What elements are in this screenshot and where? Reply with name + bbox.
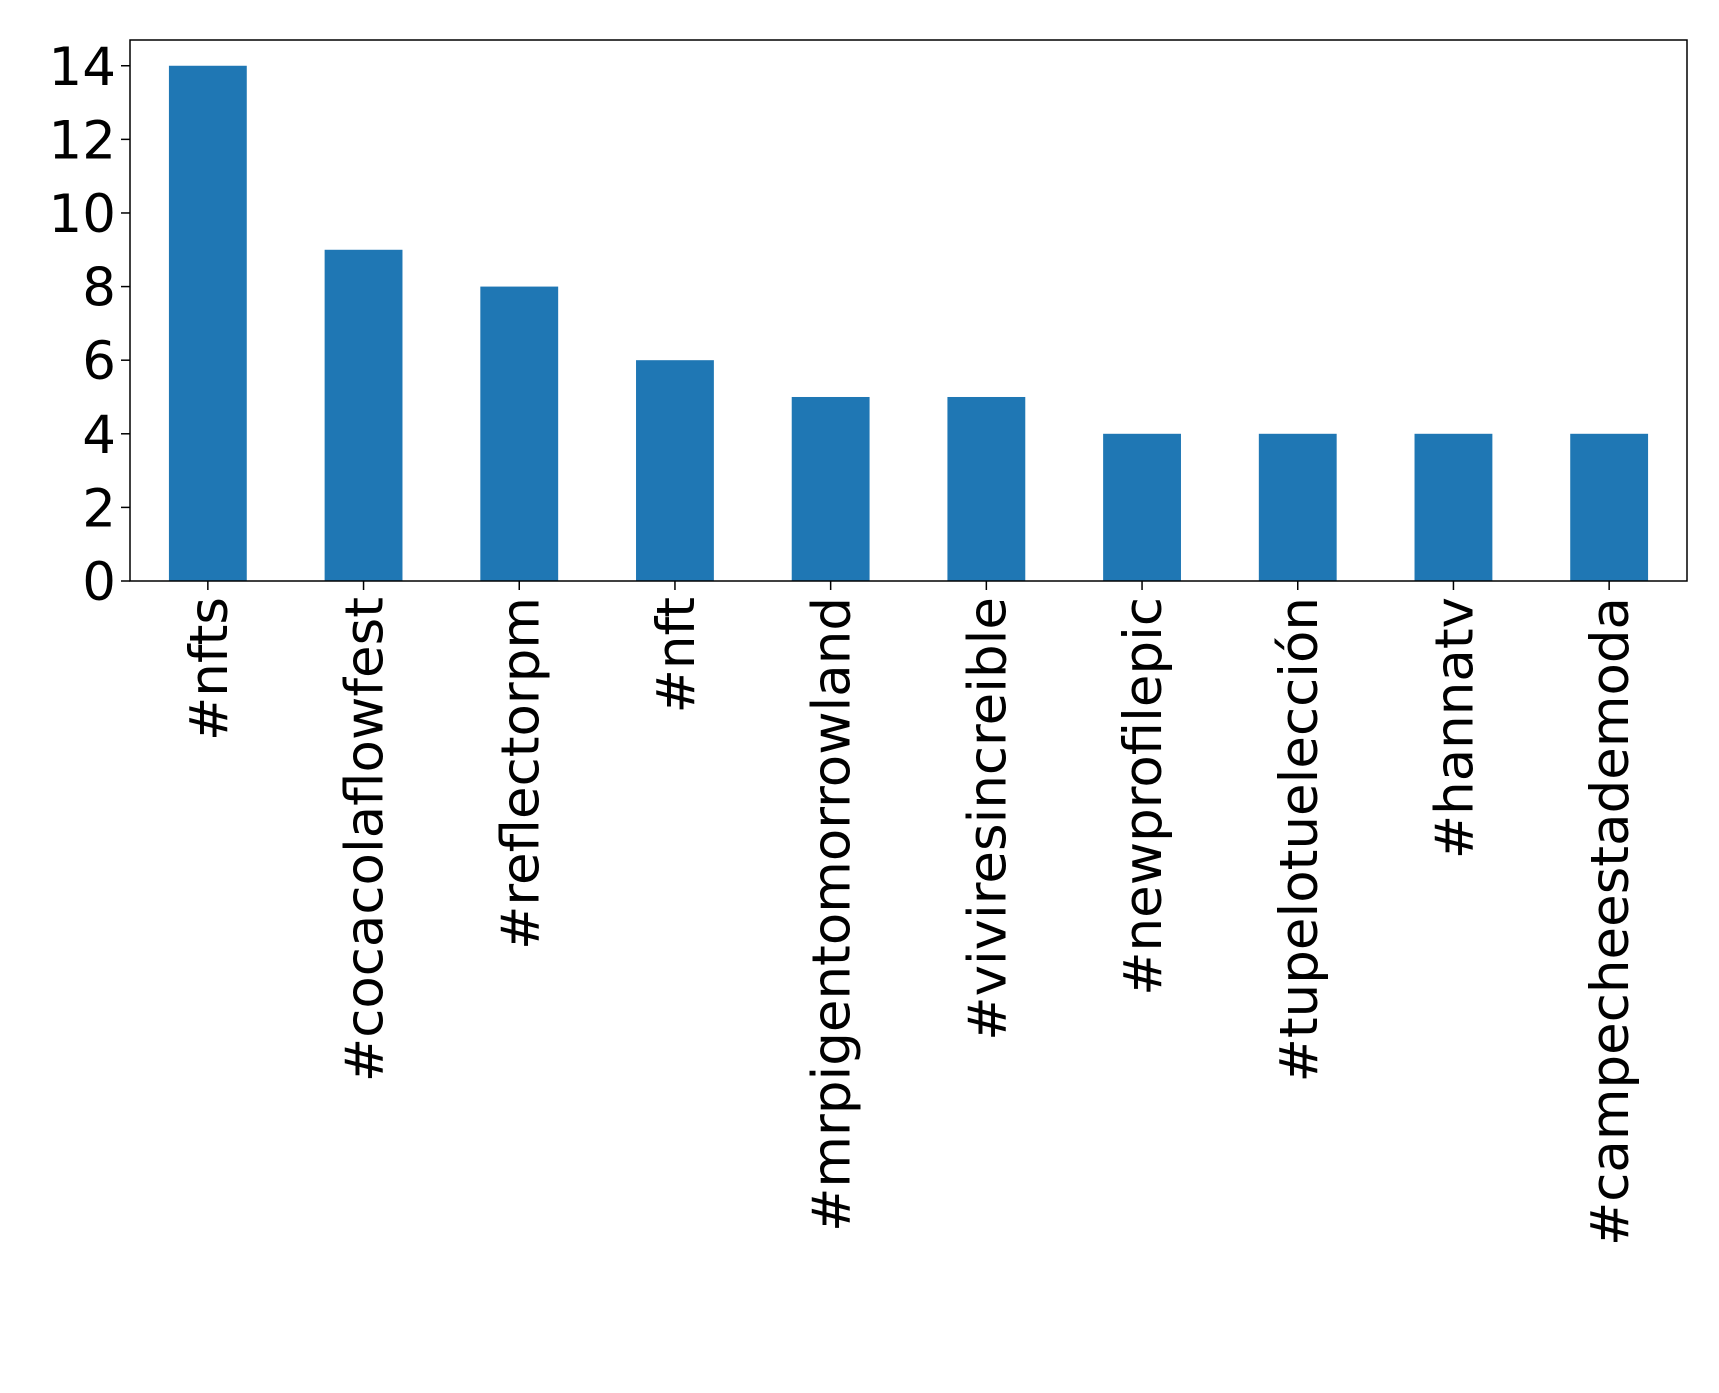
x-tick-label: #hannatv xyxy=(1424,597,1485,859)
x-tick-label: #mrpigentomorrowland xyxy=(802,597,863,1232)
y-tick-label: 4 xyxy=(82,405,116,466)
bar xyxy=(636,360,714,581)
bar xyxy=(1414,433,1493,581)
y-tick-label: 12 xyxy=(49,110,116,171)
x-tick-label: #tupelotuelección xyxy=(1269,597,1330,1083)
y-tick-label: 0 xyxy=(82,552,116,613)
bar xyxy=(791,396,870,581)
bar xyxy=(168,65,247,581)
bar xyxy=(1258,433,1337,581)
bar xyxy=(1570,433,1649,581)
bar xyxy=(324,249,403,581)
y-tick-label: 8 xyxy=(82,258,116,319)
x-tick-label: #cocacolaflowfest xyxy=(335,597,396,1082)
x-tick-label: #reflectorpm xyxy=(490,597,551,950)
bar xyxy=(480,286,559,581)
y-tick-label: 2 xyxy=(82,478,116,539)
y-tick-label: 6 xyxy=(82,331,116,392)
bar xyxy=(947,396,1026,581)
y-tick-label: 10 xyxy=(49,184,116,245)
x-tick-label: #nfts xyxy=(179,597,240,741)
y-tick-label: 14 xyxy=(49,37,116,98)
x-tick-label: #viviresincreible xyxy=(957,597,1018,1041)
x-tick-label: #campecheestademoda xyxy=(1580,597,1641,1246)
x-tick-label: #nft xyxy=(646,597,707,714)
bar xyxy=(1103,433,1181,581)
x-tick-label: #newprofilepic xyxy=(1113,597,1174,996)
plot-frame xyxy=(129,39,1688,582)
